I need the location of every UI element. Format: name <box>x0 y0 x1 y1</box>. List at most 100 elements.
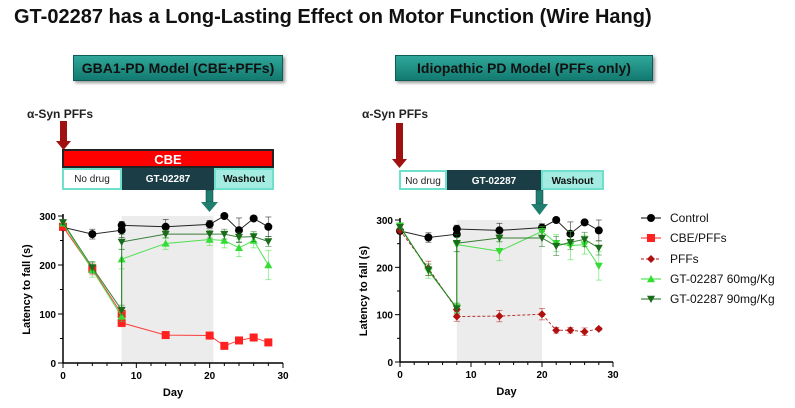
series-control <box>59 212 273 243</box>
data-point <box>235 243 243 252</box>
data-point <box>552 326 561 335</box>
red-down-arrow-icon <box>392 123 407 168</box>
data-point <box>161 230 170 239</box>
legend-item: PFFs <box>640 249 775 269</box>
cbe-bar: CBE <box>62 149 274 168</box>
data-point <box>249 333 258 342</box>
y-tick-label: 100 <box>376 311 393 322</box>
data-point <box>220 230 229 239</box>
series-gt-02287-60mg-kg <box>59 219 273 322</box>
x-axis-label: Day <box>163 387 184 399</box>
data-point <box>264 222 273 231</box>
data-point <box>117 312 126 320</box>
x-axis-label: Day <box>496 386 517 398</box>
legend-marker <box>647 275 655 283</box>
data-point <box>580 236 589 244</box>
legend-item: GT-02287 90mg/Kg <box>640 289 775 309</box>
legend-marker <box>647 254 655 263</box>
x-tick-label: 0 <box>60 371 66 382</box>
series-line <box>62 223 269 319</box>
phase-gt-02287: GT-02287 <box>122 168 214 190</box>
phase-no-drug: No drug <box>399 170 447 190</box>
injection-label: α-Syn PFFs <box>362 107 429 121</box>
data-point <box>495 312 504 321</box>
y-axis-label: Latency to fall (s) <box>21 244 33 335</box>
legend-label: GT-02287 90mg/Kg <box>670 292 775 307</box>
triangle-down-marker-icon <box>641 296 661 304</box>
data-point <box>452 239 461 248</box>
phase-washout: Washout <box>214 168 274 190</box>
data-point <box>452 224 461 233</box>
data-point <box>396 223 404 232</box>
data-point <box>88 264 97 272</box>
data-point <box>205 331 214 340</box>
y-tick-label: 200 <box>39 261 56 272</box>
red-down-arrow-icon <box>56 121 71 150</box>
series-line <box>62 222 269 312</box>
data-point <box>424 233 433 242</box>
injection-label: α-Syn PFFs <box>27 107 94 121</box>
data-point <box>264 338 273 347</box>
series-gt-02287-90mg-kg <box>59 219 273 316</box>
data-point <box>161 331 170 340</box>
data-point <box>452 312 461 321</box>
data-point <box>117 318 126 327</box>
data-point <box>594 262 603 270</box>
data-point <box>495 248 504 256</box>
model-label-gba1: GBA1-PD Model (CBE+PFFs) <box>73 55 283 81</box>
y-tick-label: 0 <box>50 359 56 370</box>
data-point <box>235 233 243 242</box>
diamond-marker-icon <box>641 254 661 263</box>
data-point <box>88 230 97 239</box>
data-point <box>220 341 229 350</box>
data-point <box>59 219 67 227</box>
data-point <box>249 214 258 223</box>
legend-marker <box>647 214 655 223</box>
data-point <box>249 233 258 241</box>
series-control <box>396 216 603 246</box>
square-marker-icon <box>641 234 661 243</box>
x-tick-label: 20 <box>536 370 548 381</box>
legend-item: CBE/PFFs <box>640 228 775 248</box>
triangle-up-marker-icon <box>641 275 661 283</box>
legend-label: CBE/PFFs <box>670 231 727 246</box>
data-point <box>205 230 214 239</box>
legend: Control CBE/PFFs PFFs GT-02287 60mg/Kg GT-02… <box>640 208 775 309</box>
teal-down-arrow-icon <box>201 189 218 212</box>
x-tick-label: 10 <box>465 370 477 381</box>
data-point <box>580 327 589 336</box>
x-tick-label: 30 <box>277 371 289 382</box>
data-point <box>220 212 229 220</box>
legend-label: GT-02287 60mg/Kg <box>670 272 775 287</box>
x-tick-label: 0 <box>397 370 403 381</box>
data-point <box>452 305 461 313</box>
data-point <box>538 310 546 319</box>
series-line <box>62 215 269 235</box>
phase-gt-02287: GT-02287 <box>447 170 541 190</box>
data-point <box>594 324 603 333</box>
data-point <box>117 238 126 246</box>
series-line <box>62 226 269 347</box>
data-point <box>552 242 561 251</box>
data-point <box>594 244 603 252</box>
data-point <box>495 234 504 242</box>
legend-item: Control <box>640 208 775 228</box>
y-tick-label: 100 <box>39 310 56 321</box>
y-tick-label: 0 <box>387 358 393 369</box>
x-tick-label: 10 <box>131 371 143 382</box>
series-gt-02287-90mg-kg <box>396 223 603 314</box>
data-point <box>59 222 67 231</box>
data-point <box>264 238 273 246</box>
teal-down-arrow-icon <box>531 189 548 215</box>
data-point <box>161 222 170 231</box>
y-tick-label: 300 <box>376 216 393 227</box>
slide-title: GT-02287 has a Long-Lasting Effect on Mo… <box>14 6 652 28</box>
data-point <box>538 234 546 242</box>
data-point <box>552 216 561 224</box>
data-point <box>117 306 126 315</box>
phase-no-drug: No drug <box>62 168 122 190</box>
